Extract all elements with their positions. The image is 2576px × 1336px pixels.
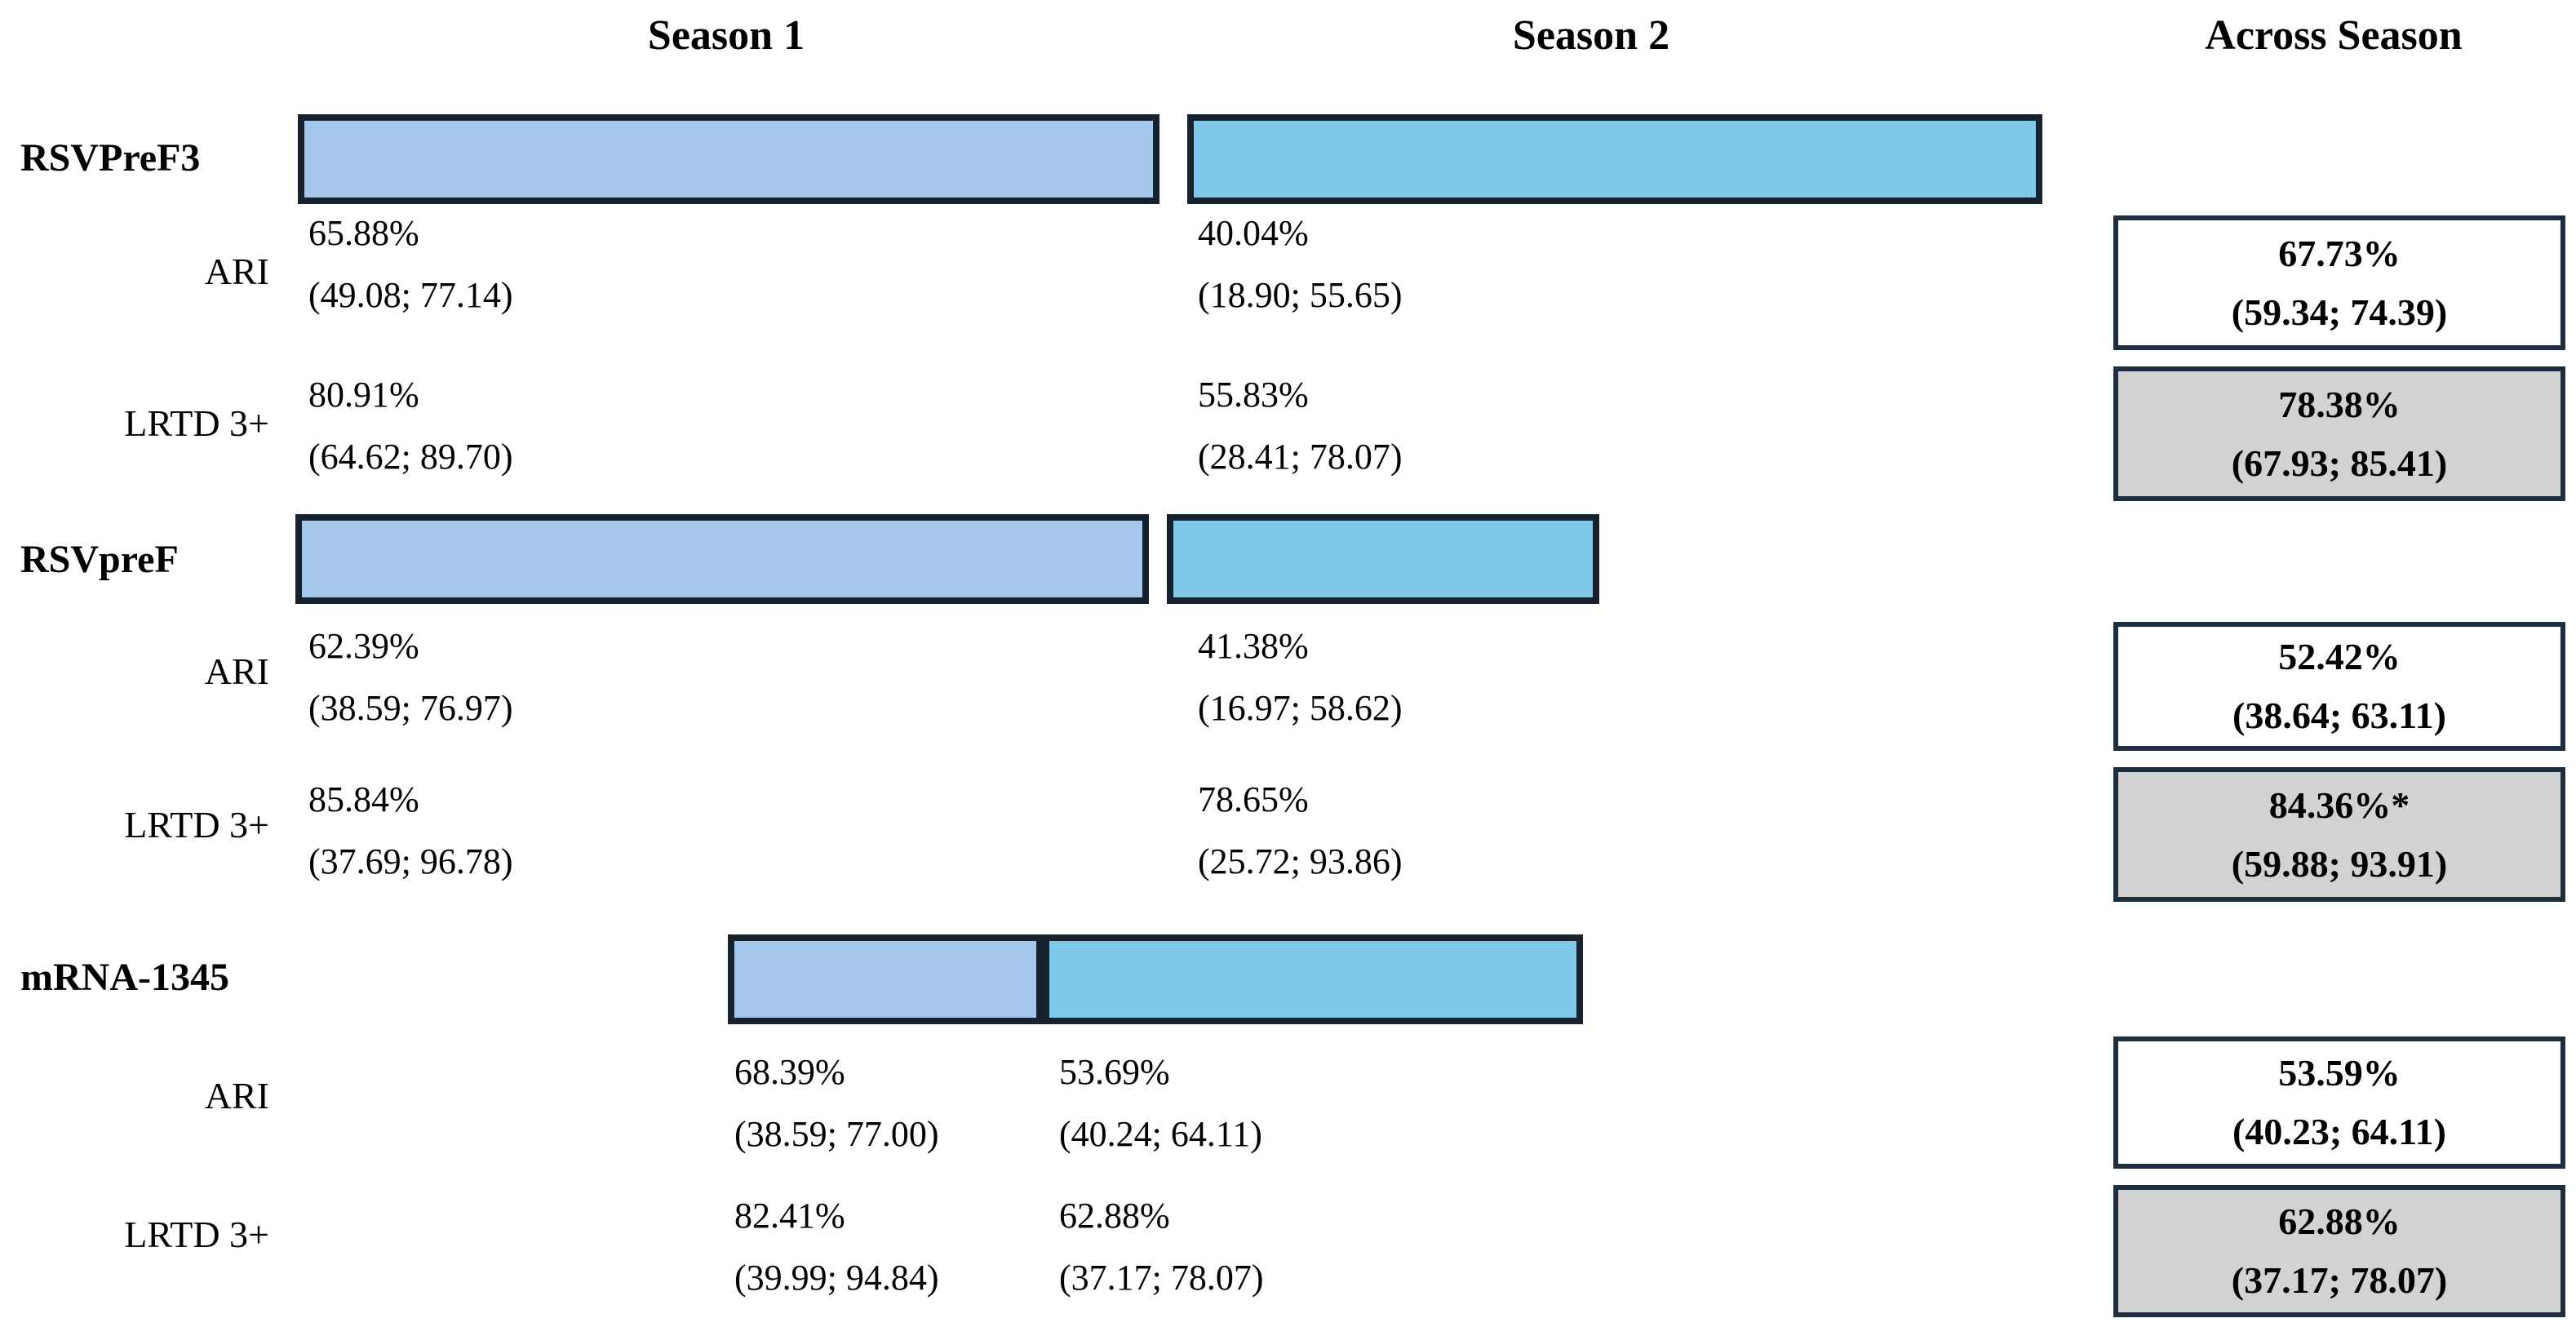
mrna-1345-ari-season2-value: 53.69% (40.24; 64.11) (1059, 1041, 1262, 1165)
confidence-interval: (64.62; 89.70) (308, 437, 513, 477)
column-header-across-season: Across Season (2205, 12, 2463, 59)
efficacy-value: 53.69% (1059, 1052, 1170, 1092)
efficacy-value: 53.59% (2278, 1052, 2401, 1094)
confidence-interval: (38.64; 63.11) (2232, 695, 2446, 736)
rsvpref-lrtd-across-box: 84.36%* (59.88; 93.91) (2113, 767, 2565, 902)
confidence-interval: (37.69; 96.78) (308, 841, 513, 881)
efficacy-value: 40.04% (1198, 213, 1309, 253)
mrna-1345-ari-across-box: 53.59% (40.23; 64.11) (2113, 1036, 2565, 1169)
vaccine-label-rsvpref3: RSVPreF3 (20, 136, 201, 180)
rsvpref-season2-bar (1167, 514, 1599, 604)
vaccine-label-rsvpref: RSVpreF (20, 538, 179, 581)
efficacy-value: 65.88% (308, 213, 419, 253)
mrna-1345-season1-bar (728, 934, 1043, 1024)
rsvpref-lrtd-season2-value: 78.65% (25.72; 93.86) (1198, 769, 1403, 893)
column-header-season1: Season 1 (647, 12, 805, 59)
efficacy-value: 55.83% (1198, 375, 1309, 415)
confidence-interval: (67.93; 85.41) (2231, 442, 2448, 484)
efficacy-value: 62.39% (308, 626, 419, 666)
efficacy-value: 78.38% (2278, 383, 2401, 425)
confidence-interval: (28.41; 78.07) (1198, 437, 1403, 477)
mrna-1345-lrtd-season2-value: 62.88% (37.17; 78.07) (1059, 1185, 1264, 1309)
rsvpref3-lrtd-row-label: LRTD 3+ (124, 402, 269, 444)
confidence-interval: (59.34; 74.39) (2231, 291, 2448, 333)
rsvpref3-season2-bar (1187, 114, 2042, 204)
rsvpref3-ari-across-box: 67.73% (59.34; 74.39) (2113, 215, 2565, 350)
efficacy-value: 84.36%* (2268, 783, 2410, 826)
rsvpref-ari-season1-value: 62.39% (38.59; 76.97) (308, 615, 513, 739)
confidence-interval: (40.23; 64.11) (2232, 1111, 2446, 1152)
efficacy-value: 68.39% (734, 1052, 845, 1092)
rsvpref-season1-bar (295, 514, 1149, 604)
confidence-interval: (39.99; 94.84) (734, 1258, 939, 1298)
confidence-interval: (37.17; 78.07) (2231, 1259, 2448, 1301)
efficacy-value: 41.38% (1198, 626, 1309, 666)
confidence-interval: (25.72; 93.86) (1198, 841, 1403, 881)
efficacy-value: 78.65% (1198, 779, 1309, 819)
column-header-season2: Season 2 (1512, 12, 1670, 59)
confidence-interval: (18.90; 55.65) (1198, 275, 1403, 315)
efficacy-value: 67.73% (2278, 232, 2401, 274)
efficacy-value: 82.41% (734, 1196, 845, 1236)
vaccine-label-mrna-1345: mRNA-1345 (20, 956, 229, 999)
efficacy-value: 85.84% (308, 779, 419, 819)
confidence-interval: (40.24; 64.11) (1059, 1114, 1262, 1154)
mrna-1345-season2-bar (1043, 934, 1583, 1024)
mrna-1345-lrtd-across-box: 62.88% (37.17; 78.07) (2113, 1185, 2565, 1317)
rsvpref3-lrtd-across-box: 78.38% (67.93; 85.41) (2113, 366, 2565, 501)
rsvpref3-ari-season2-value: 40.04% (18.90; 55.65) (1198, 202, 1403, 326)
efficacy-value: 62.88% (2278, 1201, 2401, 1242)
rsvpref-lrtd-season1-value: 85.84% (37.69; 96.78) (308, 769, 513, 893)
efficacy-value: 62.88% (1059, 1196, 1170, 1236)
confidence-interval: (49.08; 77.14) (308, 275, 513, 315)
confidence-interval: (38.59; 76.97) (308, 688, 513, 728)
rsvpref3-lrtd-season1-value: 80.91% (64.62; 89.70) (308, 364, 513, 488)
rsvpref3-season1-bar (298, 114, 1159, 204)
rsvpref-ari-across-box: 52.42% (38.64; 63.11) (2113, 622, 2565, 751)
mrna-1345-ari-season1-value: 68.39% (38.59; 77.00) (734, 1041, 939, 1165)
confidence-interval: (38.59; 77.00) (734, 1114, 939, 1154)
mrna-1345-lrtd-season1-value: 82.41% (39.99; 94.84) (734, 1185, 939, 1309)
efficacy-value: 80.91% (308, 375, 419, 415)
rsvpref-ari-row-label: ARI (204, 650, 269, 692)
confidence-interval: (59.88; 93.91) (2231, 842, 2448, 885)
rsvpref-lrtd-row-label: LRTD 3+ (124, 804, 269, 846)
rsvpref3-ari-row-label: ARI (204, 251, 269, 292)
confidence-interval: (16.97; 58.62) (1198, 688, 1403, 728)
mrna-1345-ari-row-label: ARI (204, 1075, 269, 1116)
rsvpref-ari-season2-value: 41.38% (16.97; 58.62) (1198, 615, 1403, 739)
rsvpref3-ari-season1-value: 65.88% (49.08; 77.14) (308, 202, 513, 326)
mrna-1345-lrtd-row-label: LRTD 3+ (124, 1214, 269, 1255)
efficacy-value: 52.42% (2278, 636, 2401, 677)
confidence-interval: (37.17; 78.07) (1059, 1258, 1264, 1298)
rsvpref3-lrtd-season2-value: 55.83% (28.41; 78.07) (1198, 364, 1403, 488)
